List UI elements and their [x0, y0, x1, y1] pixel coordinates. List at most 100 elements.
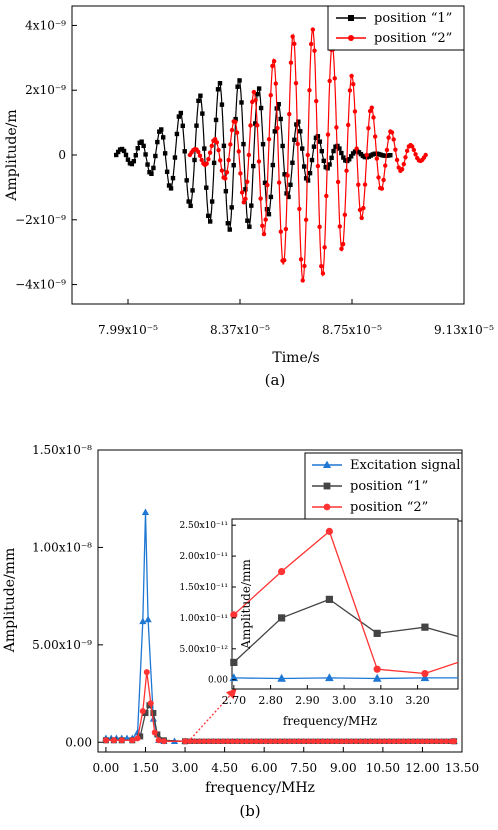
x-tick-label: 8.75x10⁻⁵: [322, 323, 382, 337]
data-point: [166, 183, 172, 188]
y-tick-label: 0.00: [65, 735, 92, 749]
inset-data-point: [230, 611, 238, 619]
data-point: [123, 734, 131, 742]
data-point: [386, 738, 392, 744]
data-point: [424, 738, 430, 744]
data-point: [341, 155, 346, 160]
data-point: [141, 508, 150, 516]
data-point: [356, 182, 361, 187]
data-point: [157, 129, 162, 134]
y-tick-label: 4x10⁻⁹: [25, 18, 66, 32]
data-point: [300, 278, 305, 283]
data-point: [327, 78, 332, 84]
data-point: [206, 213, 211, 219]
data-point: [196, 98, 201, 103]
data-point: [247, 224, 252, 229]
data-point: [260, 142, 266, 147]
data-point: [354, 146, 359, 151]
panel-a: −4x10⁻⁹ −2x10⁻⁹ 0 2x10⁻⁹ 4x10⁻⁹ 7.99x10⁻⁵ 8.3…: [4, 5, 494, 389]
data-point: [337, 146, 342, 151]
x-tick-label: 7.50: [290, 761, 317, 775]
inset-x-tick-label: 3.00: [332, 694, 357, 707]
data-point: [268, 194, 274, 200]
data-point: [227, 227, 232, 232]
y-tick-label: 1.50x10⁻⁸: [32, 443, 92, 457]
data-point: [261, 231, 267, 237]
data-point: [298, 129, 303, 134]
data-point: [239, 190, 245, 195]
data-point: [215, 87, 221, 92]
data-point: [139, 617, 147, 625]
data-point: [305, 178, 311, 183]
data-point: [170, 175, 176, 181]
data-point: [332, 76, 337, 81]
data-point: [372, 738, 378, 744]
data-point: [229, 205, 234, 210]
data-point: [340, 241, 346, 247]
inset-ylabel: Amplitude/mm: [239, 559, 253, 650]
data-point: [225, 738, 231, 744]
data-point: [114, 152, 119, 158]
data-point: [184, 178, 189, 183]
data-point: [264, 207, 270, 212]
x-tick-label: 8.37x10⁻⁵: [210, 323, 270, 337]
inset-series-3: [230, 527, 459, 678]
data-point: [155, 139, 160, 145]
data-point: [115, 149, 121, 155]
legend-label: position “1”: [350, 479, 428, 494]
data-point: [410, 144, 415, 149]
data-point: [209, 199, 215, 204]
inset-data-point: [372, 673, 382, 682]
data-point: [438, 738, 445, 744]
legend-marker: [348, 15, 354, 21]
data-point: [288, 60, 294, 65]
data-point: [256, 86, 262, 91]
data-point: [194, 123, 199, 128]
data-point: [155, 737, 162, 744]
x-tick-label: 9.00: [330, 761, 357, 775]
data-point: [241, 200, 246, 205]
data-point: [317, 224, 322, 230]
data-point: [213, 117, 219, 123]
data-point: [267, 738, 274, 744]
data-point: [223, 176, 228, 181]
data-point: [413, 152, 418, 157]
data-point: [239, 738, 245, 744]
data-point: [401, 161, 406, 167]
data-point: [221, 143, 227, 149]
data-point: [399, 167, 405, 172]
data-point: [310, 27, 316, 32]
inset-data-point: [373, 665, 381, 673]
data-point: [129, 161, 135, 167]
inset-chart: 0.00 5.00x10⁻¹² 1.00x10⁻¹¹ 1.50x10⁻¹¹ 2.00x1…: [179, 518, 459, 728]
data-point: [244, 738, 250, 744]
data-point: [367, 108, 373, 114]
data-point: [434, 738, 440, 744]
data-point: [315, 738, 321, 744]
data-point: [139, 139, 144, 144]
data-point: [220, 738, 226, 744]
data-point: [151, 729, 158, 736]
inset-series-line: [233, 677, 458, 680]
data-point: [228, 142, 233, 147]
data-point: [296, 738, 302, 744]
data-point: [335, 179, 341, 185]
legend-label: position “2”: [374, 31, 452, 46]
data-point: [144, 615, 152, 623]
y-tick-label: 5.00x10⁻⁹: [32, 638, 92, 652]
inset-x-tick-label: 3.10: [369, 694, 394, 707]
data-point: [377, 738, 383, 744]
data-point: [319, 264, 324, 269]
data-point: [162, 151, 168, 156]
data-point: [178, 110, 184, 116]
y-tick-label: 2x10⁻⁹: [25, 83, 66, 97]
inset-y-tick-label: 1.00x10⁻¹¹: [179, 614, 228, 624]
panel-b-plot-frame: [97, 449, 463, 753]
data-point: [207, 150, 213, 155]
data-point: [361, 205, 366, 211]
panel-b-xlabel: frequency/MHz: [205, 780, 315, 796]
inset-data-point: [325, 527, 333, 535]
data-point: [172, 155, 178, 160]
data-point: [403, 155, 408, 160]
data-point: [301, 164, 307, 169]
